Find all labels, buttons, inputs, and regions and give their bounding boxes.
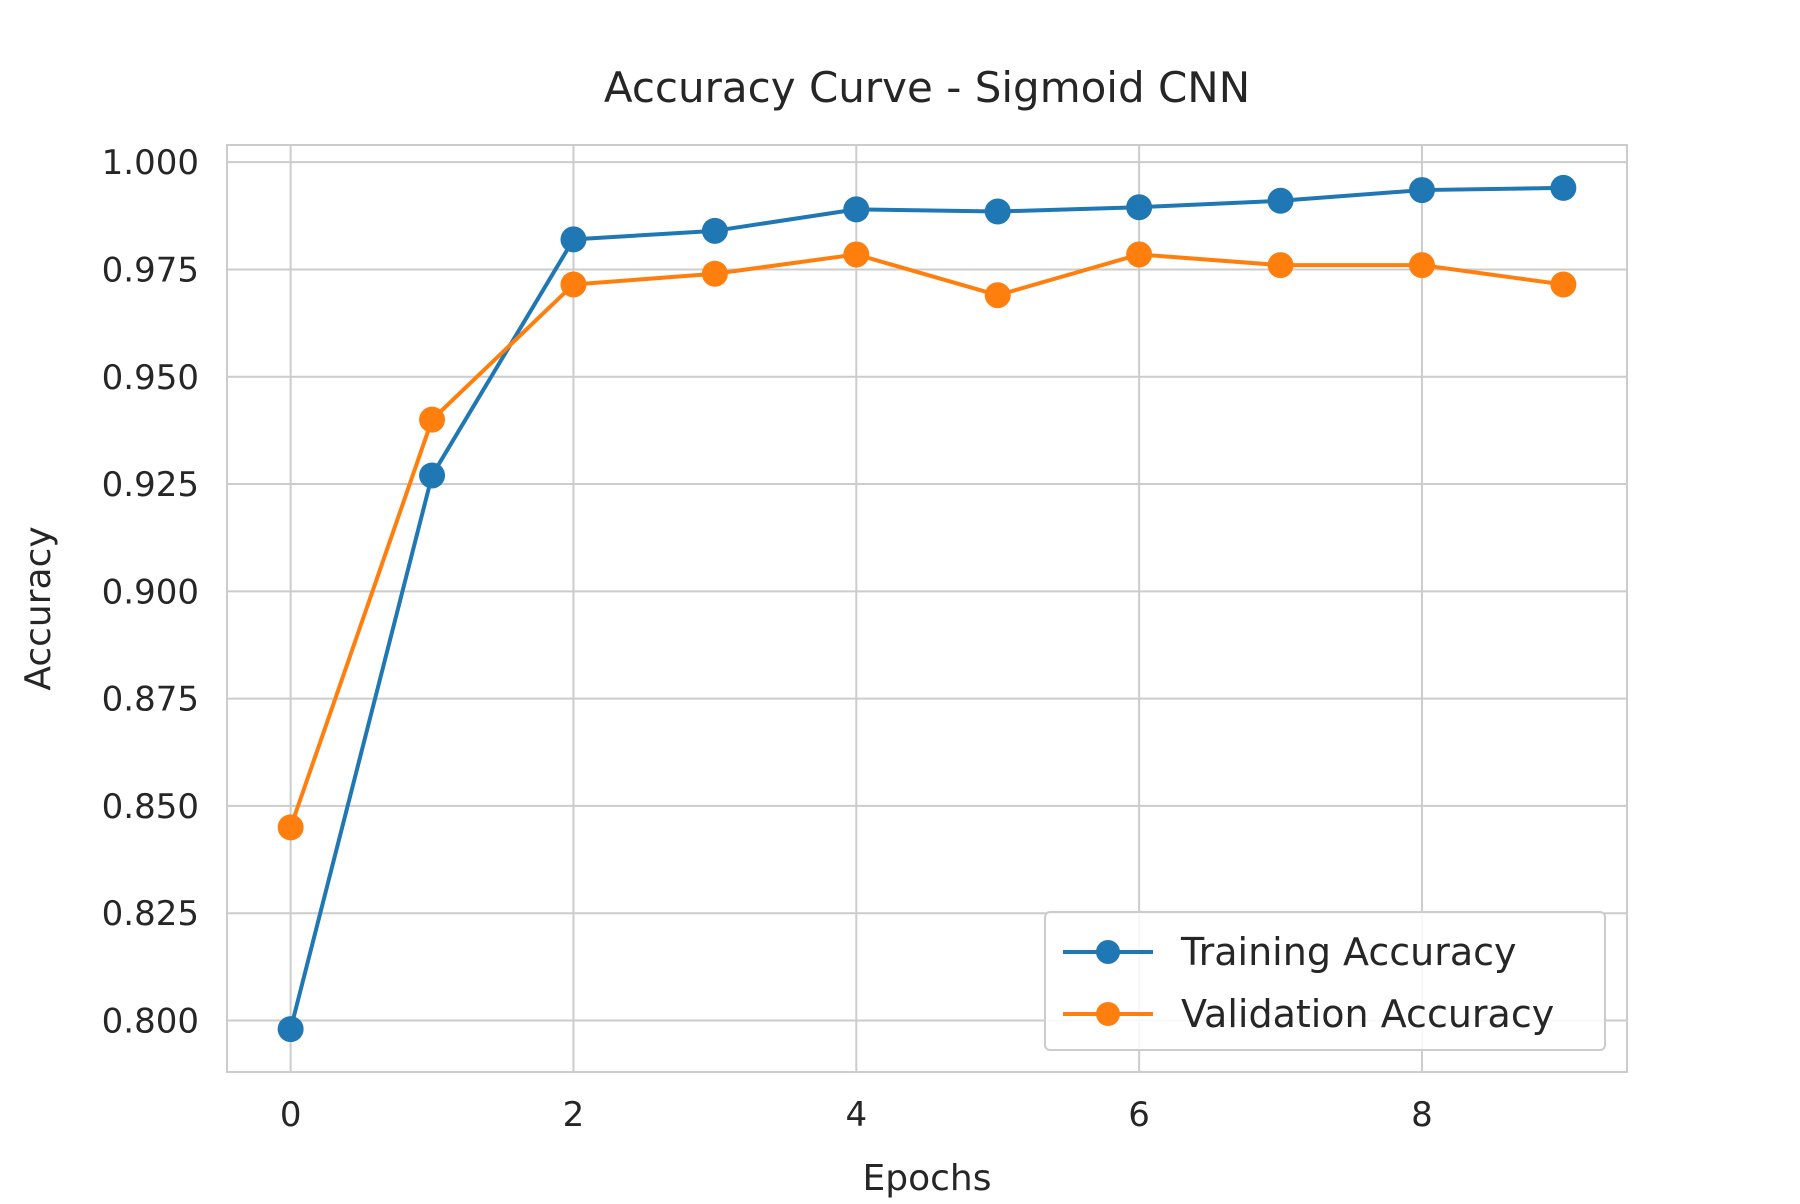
y-tick-label: 0.850 [102,787,199,827]
legend-box [1044,911,1606,1051]
x-axis-label: Epochs [863,1158,992,1199]
y-tick-label: 0.925 [102,465,199,505]
plot-frame [226,144,1628,1073]
data-point [1408,252,1435,279]
y-tick-label: 0.900 [102,572,199,612]
legend: Training Accuracy Validation Accuracy [1044,911,1606,1051]
data-point [419,406,446,433]
y-tick-label: 0.800 [102,1002,199,1042]
x-tick-label: 8 [1411,1095,1433,1135]
data-point [984,282,1011,309]
chart-title: Accuracy Curve - Sigmoid CNN [604,63,1250,112]
y-tick-label: 0.825 [102,894,199,934]
series-line [288,252,1566,830]
legend-marker-validation [1096,1002,1120,1026]
data-point [1267,187,1294,214]
data-point [1126,194,1153,221]
data-point [984,198,1011,225]
data-point [1550,174,1577,201]
y-tick-label: 1.000 [102,143,199,183]
data-point [1267,252,1294,279]
series-validation [277,241,1577,841]
y-tick-label: 0.875 [102,680,199,720]
x-tick-label: 6 [1128,1095,1150,1135]
series-layer [277,174,1577,1043]
data-point [277,814,304,841]
tick-labels: 0 2 4 6 8 0.800 0.825 0.850 0.875 0.900 0.925 0.950… [102,143,1433,1135]
series-training [277,174,1577,1043]
x-tick-label: 2 [563,1095,585,1135]
data-point [843,196,870,223]
data-point [560,226,587,253]
data-point [701,217,728,244]
data-point [701,260,728,287]
data-point [277,1016,304,1043]
data-point [560,271,587,298]
data-point [843,241,870,268]
y-axis-label: Accuracy [18,526,59,690]
x-tick-label: 4 [845,1095,867,1135]
grid [227,145,1627,1072]
y-tick-label: 0.950 [102,358,199,398]
data-point [419,462,446,489]
data-point [1408,177,1435,204]
series-line [288,185,1566,1032]
legend-label-validation: Validation Accuracy [1181,992,1554,1036]
data-point [1550,271,1577,298]
legend-label-training: Training Accuracy [1180,930,1517,974]
y-tick-label: 0.975 [102,250,199,290]
legend-marker-training [1096,940,1120,964]
data-point [1126,241,1153,268]
x-tick-label: 0 [280,1095,302,1135]
